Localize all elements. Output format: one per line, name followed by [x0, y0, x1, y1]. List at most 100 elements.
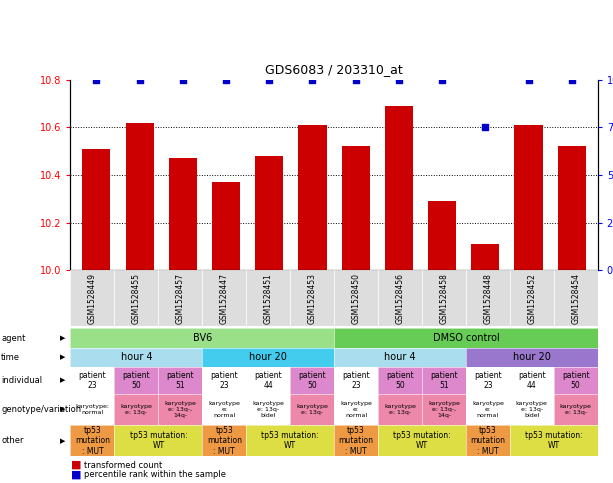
Bar — [558, 146, 586, 483]
Text: karyotype
e:
normal: karyotype e: normal — [472, 401, 504, 418]
Text: patient
23: patient 23 — [342, 370, 370, 390]
Point — [178, 76, 188, 84]
Bar — [290, 270, 334, 326]
Bar — [115, 270, 158, 326]
Text: other: other — [1, 436, 24, 445]
Text: patient
51: patient 51 — [430, 370, 458, 390]
Text: karyotype
e: 13q-,
14q-: karyotype e: 13q-, 14q- — [428, 401, 460, 418]
Text: GSM1528454: GSM1528454 — [571, 273, 581, 324]
Bar — [422, 270, 466, 326]
Text: GSM1528456: GSM1528456 — [395, 273, 405, 324]
Text: karyotype
e: 13q-
bidel: karyotype e: 13q- bidel — [516, 401, 547, 418]
Text: GSM1528450: GSM1528450 — [351, 273, 360, 324]
Text: GSM1528449: GSM1528449 — [88, 273, 97, 324]
Text: hour 20: hour 20 — [513, 353, 550, 362]
Point — [264, 76, 274, 84]
Text: ■: ■ — [70, 460, 81, 470]
Bar — [471, 244, 500, 483]
Text: ▶: ▶ — [60, 355, 65, 360]
Text: GSM1528452: GSM1528452 — [527, 273, 536, 324]
Bar — [385, 106, 413, 483]
Bar — [246, 270, 290, 326]
Text: karyotype
e: 13q-: karyotype e: 13q- — [560, 404, 592, 415]
Text: ▶: ▶ — [60, 377, 65, 384]
Text: patient
50: patient 50 — [386, 370, 414, 390]
Text: DMSO control: DMSO control — [433, 333, 499, 343]
Bar — [428, 201, 456, 483]
Point — [437, 76, 447, 84]
Text: BV6: BV6 — [192, 333, 212, 343]
Text: GSM1528447: GSM1528447 — [219, 273, 229, 324]
Bar — [212, 182, 240, 483]
Bar — [514, 125, 543, 483]
Text: GSM1528453: GSM1528453 — [308, 273, 317, 324]
Text: GSM1528455: GSM1528455 — [132, 273, 141, 324]
Text: patient
23: patient 23 — [474, 370, 501, 390]
Text: patient
50: patient 50 — [299, 370, 326, 390]
Text: GSM1528457: GSM1528457 — [176, 273, 185, 324]
Title: GDS6083 / 203310_at: GDS6083 / 203310_at — [265, 63, 403, 76]
Bar — [334, 270, 378, 326]
Point — [135, 76, 145, 84]
Text: ▶: ▶ — [60, 438, 65, 444]
Text: patient
44: patient 44 — [518, 370, 546, 390]
Point — [567, 76, 577, 84]
Text: tp53
mutation
: MUT: tp53 mutation : MUT — [338, 426, 373, 455]
Text: karyotype
e: 13q-,
14q-: karyotype e: 13q-, 14q- — [164, 401, 196, 418]
Text: genotype/variation: genotype/variation — [1, 405, 82, 414]
Bar — [554, 270, 598, 326]
Text: GSM1528451: GSM1528451 — [264, 273, 273, 324]
Bar — [341, 146, 370, 483]
Text: patient
23: patient 23 — [210, 370, 238, 390]
Text: karyotype:
normal: karyotype: normal — [75, 404, 110, 415]
Text: patient
50: patient 50 — [562, 370, 590, 390]
Text: hour 20: hour 20 — [249, 353, 287, 362]
Text: percentile rank within the sample: percentile rank within the sample — [84, 470, 226, 479]
Text: ■: ■ — [70, 470, 81, 480]
Text: ▶: ▶ — [60, 406, 65, 412]
Point — [308, 76, 318, 84]
Text: karyotype
e: 13q-
bidel: karyotype e: 13q- bidel — [253, 401, 284, 418]
Text: hour 4: hour 4 — [384, 353, 416, 362]
Text: agent: agent — [1, 334, 26, 342]
Text: GSM1528448: GSM1528448 — [483, 273, 492, 324]
Bar — [510, 270, 554, 326]
Text: transformed count: transformed count — [84, 461, 162, 469]
Bar — [169, 158, 197, 483]
Text: karyotype
e: 13q-: karyotype e: 13q- — [121, 404, 152, 415]
Bar — [299, 125, 327, 483]
Text: time: time — [1, 353, 20, 362]
Text: GSM1528458: GSM1528458 — [440, 273, 449, 324]
Point — [394, 76, 404, 84]
Text: karyotype
e:
normal: karyotype e: normal — [340, 401, 372, 418]
Point — [481, 124, 490, 131]
Text: hour 4: hour 4 — [121, 353, 152, 362]
Point — [351, 76, 360, 84]
Text: individual: individual — [1, 376, 42, 385]
Text: karyotype
e:
normal: karyotype e: normal — [208, 401, 240, 418]
Text: tp53
mutation
: MUT: tp53 mutation : MUT — [207, 426, 242, 455]
Bar — [126, 123, 154, 483]
Bar — [158, 270, 202, 326]
Bar — [255, 156, 283, 483]
Text: karyotype
e: 13q-: karyotype e: 13q- — [384, 404, 416, 415]
Point — [524, 76, 533, 84]
Text: patient
23: patient 23 — [78, 370, 106, 390]
Text: tp53 mutation:
WT: tp53 mutation: WT — [261, 431, 319, 451]
Bar — [70, 270, 115, 326]
Bar — [466, 270, 510, 326]
Text: karyotype
e: 13q-: karyotype e: 13q- — [296, 404, 328, 415]
Bar — [378, 270, 422, 326]
Bar — [82, 149, 110, 483]
Text: tp53 mutation:
WT: tp53 mutation: WT — [525, 431, 582, 451]
Text: tp53 mutation:
WT: tp53 mutation: WT — [393, 431, 451, 451]
Text: tp53
mutation
: MUT: tp53 mutation : MUT — [470, 426, 505, 455]
Text: tp53
mutation
: MUT: tp53 mutation : MUT — [75, 426, 110, 455]
Text: patient
44: patient 44 — [254, 370, 282, 390]
Point — [221, 76, 231, 84]
Text: patient
50: patient 50 — [123, 370, 150, 390]
Text: tp53 mutation:
WT: tp53 mutation: WT — [129, 431, 187, 451]
Text: ▶: ▶ — [60, 335, 65, 341]
Text: patient
51: patient 51 — [167, 370, 194, 390]
Bar — [202, 270, 246, 326]
